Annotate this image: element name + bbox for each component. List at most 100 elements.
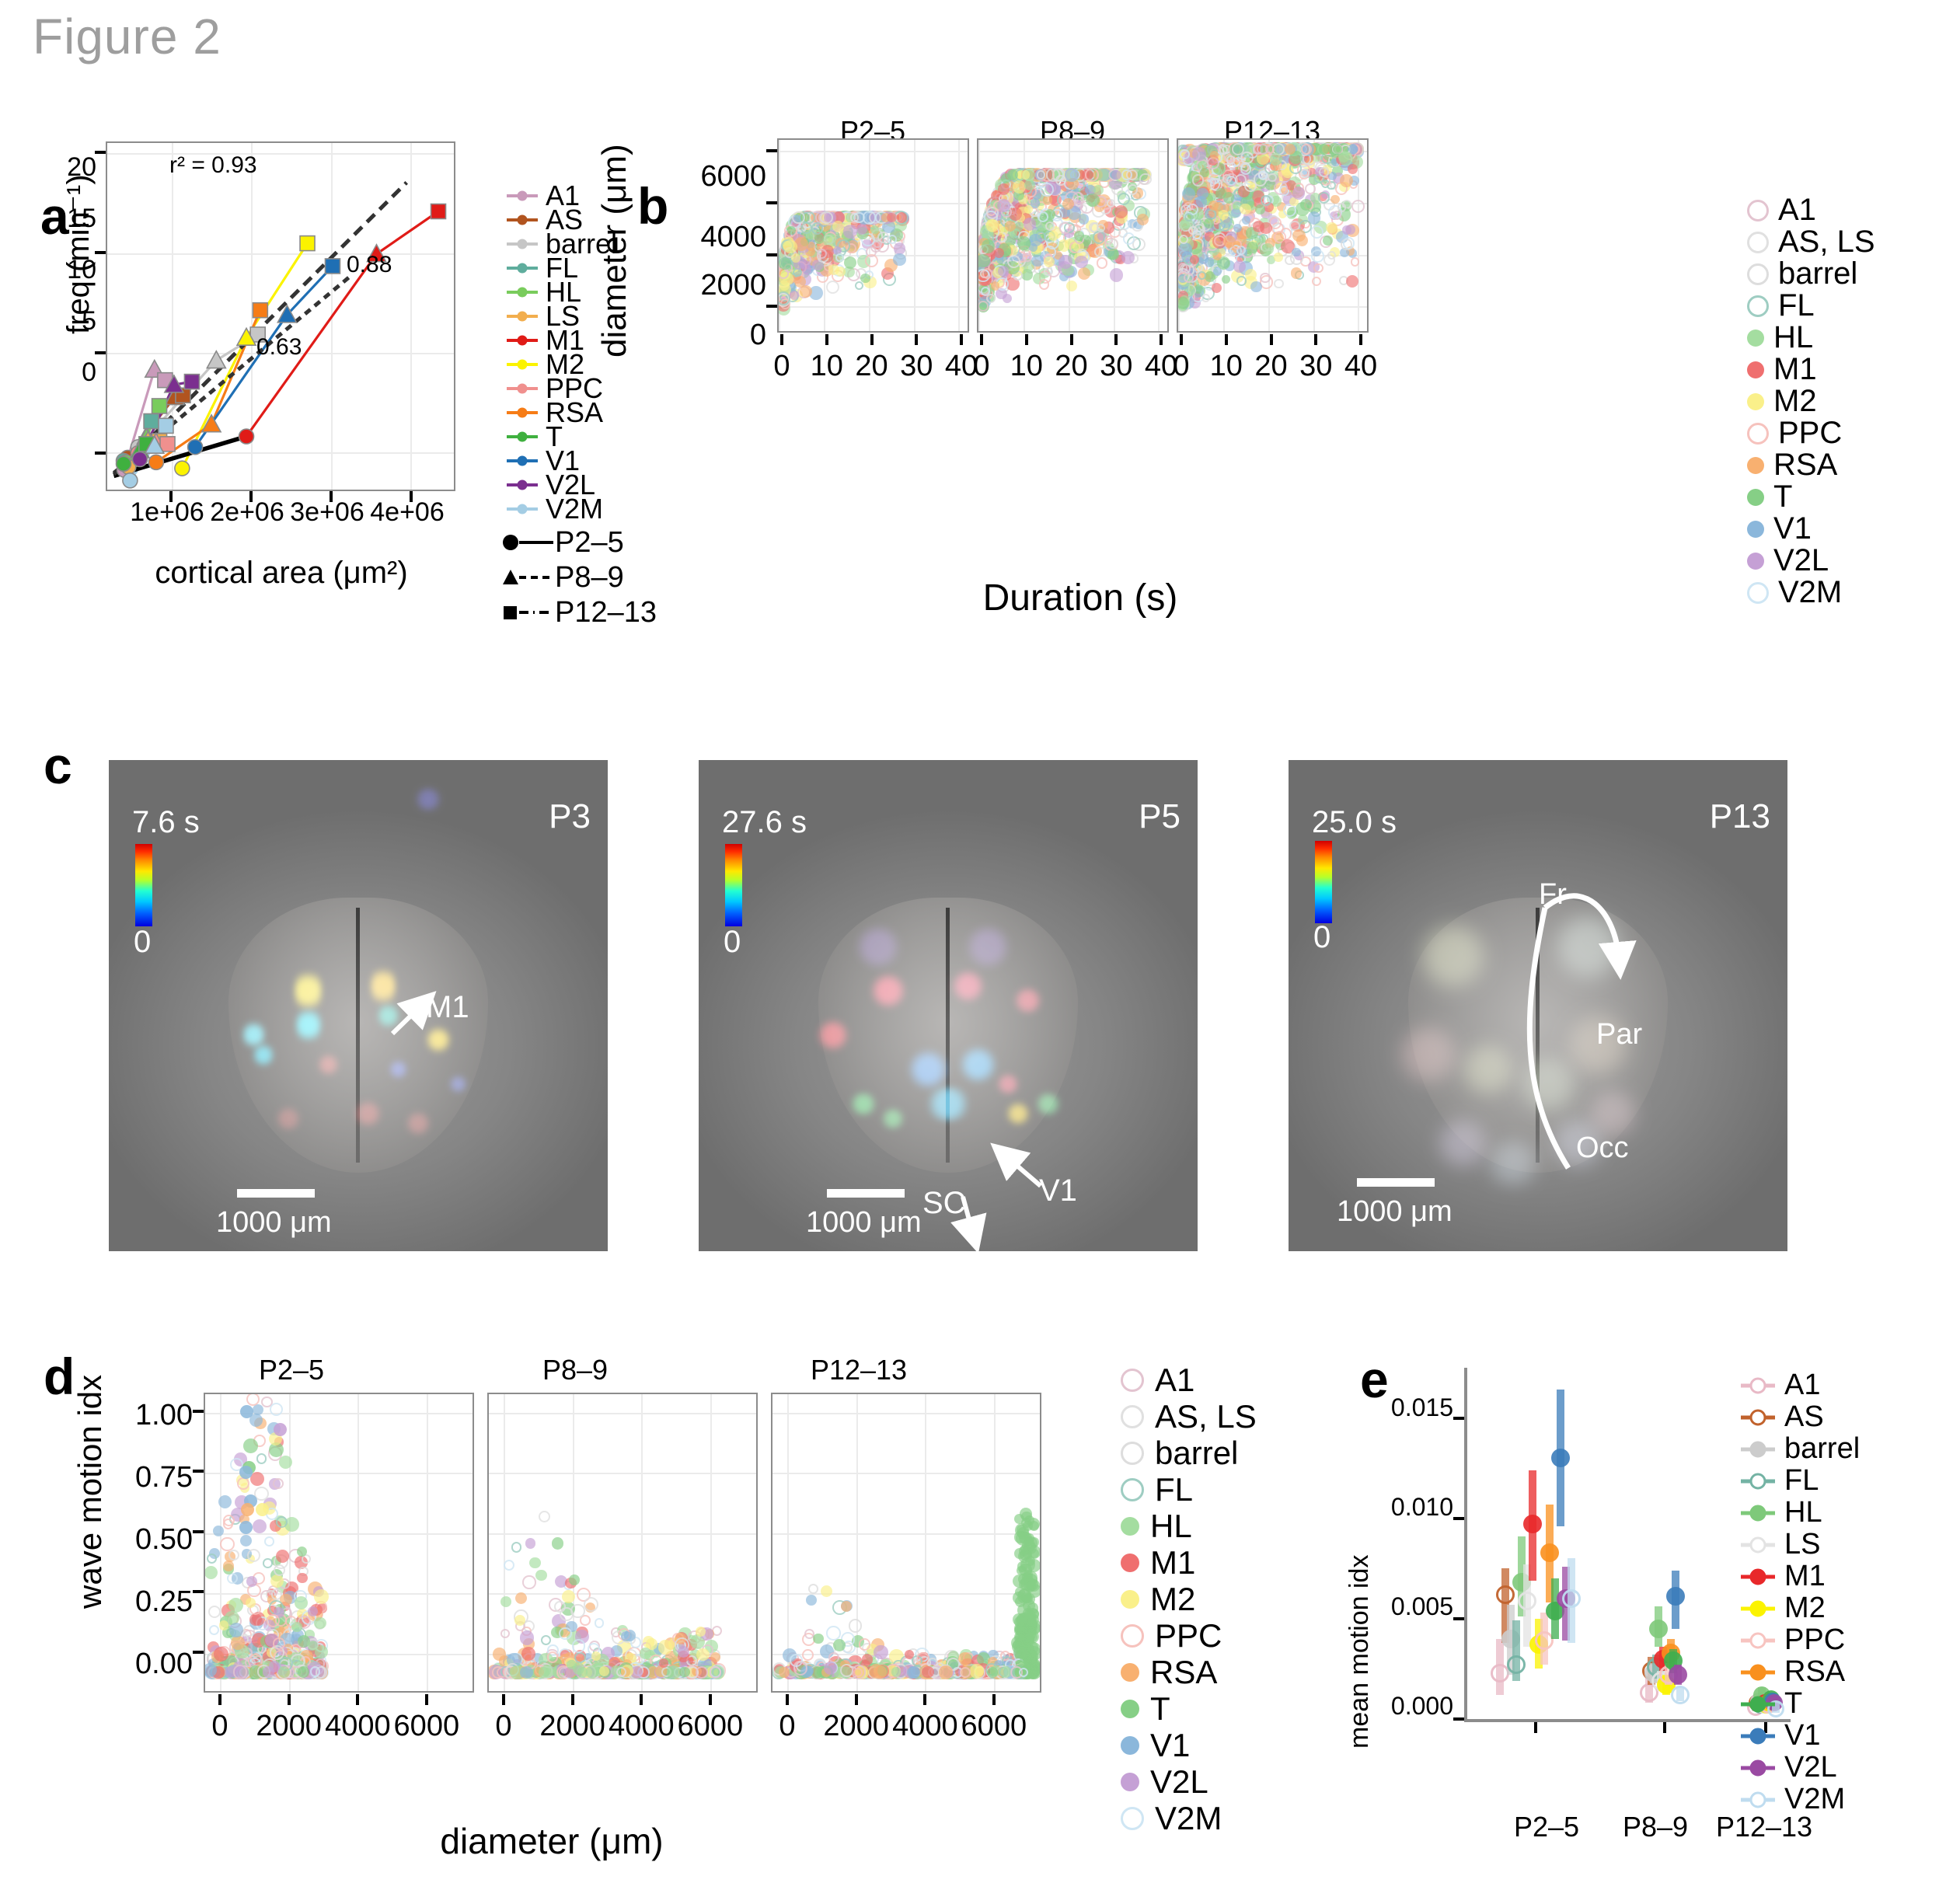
panel-a-legend-item-hl[interactable]: HL <box>505 276 617 308</box>
marker-p8-9[interactable] <box>277 304 298 323</box>
panel-b-legend-item-m1[interactable]: M1 <box>1747 352 1875 386</box>
panel-a-shape-legend-triangle[interactable]: P8–9 <box>502 560 657 595</box>
data-point <box>1219 145 1229 155</box>
marker-p12-13[interactable] <box>151 398 168 414</box>
marker-p12-13[interactable] <box>430 203 447 220</box>
legend-label: PPC <box>546 371 604 404</box>
marker-p12-13[interactable] <box>299 235 316 252</box>
panel-a-legend-item-rsa[interactable]: RSA <box>505 396 617 428</box>
legend-swatch-icon <box>507 383 538 393</box>
panel-a-color-legend[interactable]: A1 AS barrel FL HL LS M1 M2 PPC <box>505 180 617 525</box>
data-point <box>865 253 879 268</box>
gridline-v <box>426 1394 428 1691</box>
panel-d-ytick-000: 0.00 <box>135 1648 193 1680</box>
panel-a-ytick-20: 20 <box>67 152 96 182</box>
panel-a-x-axis-title: cortical area (μm²) <box>155 556 408 590</box>
panel-a-legend-item-v2l[interactable]: V2L <box>505 469 617 500</box>
panel-a-legend-item-fl[interactable]: FL <box>505 252 617 284</box>
panel-b-legend-item-v2l[interactable]: V2L <box>1747 543 1875 577</box>
marker-p12-13[interactable] <box>143 413 159 430</box>
panel-a-legend-item-v1[interactable]: V1 <box>505 445 617 476</box>
marker-p12-13[interactable] <box>252 302 269 319</box>
panel-a-legend-item-a1[interactable]: A1 <box>505 180 617 211</box>
legend-label: AS, LS <box>1778 225 1875 259</box>
marker-p8-9[interactable] <box>205 350 227 369</box>
panel-b-xtick-label: 40 <box>1344 350 1378 382</box>
panel-a-shape-legend[interactable]: P2–5 P8–9 P12–13 <box>502 525 657 630</box>
legend-label: P12–13 <box>555 596 657 629</box>
legend-label: AS <box>546 203 584 235</box>
marker-p8-9[interactable] <box>163 374 185 393</box>
marker-p2-5[interactable] <box>187 438 204 455</box>
marker-p8-9[interactable] <box>201 413 222 433</box>
panel-b-facet-p8-9[interactable] <box>977 138 1169 333</box>
data-point <box>1274 253 1283 262</box>
data-point <box>860 273 870 284</box>
data-point <box>1247 242 1258 253</box>
marker-p2-5[interactable] <box>122 473 138 489</box>
panel-a-legend-item-barrel[interactable]: barrel <box>505 228 617 260</box>
panel-a-legend-item-m2[interactable]: M2 <box>505 348 617 380</box>
panel-b-legend-item-v1[interactable]: V1 <box>1747 511 1875 546</box>
marker-p8-9[interactable] <box>366 243 387 263</box>
data-point <box>998 183 1010 195</box>
marker-p12-13[interactable] <box>159 436 176 452</box>
marker-p2-5[interactable] <box>131 451 148 468</box>
panel-a-shape-legend-square[interactable]: P12–13 <box>502 595 657 630</box>
panel-a-legend-item-ppc[interactable]: PPC <box>505 372 617 404</box>
legend-label: V2L <box>546 468 596 500</box>
marker-p12-13[interactable] <box>158 417 174 434</box>
data-point <box>854 281 864 291</box>
panel-b-facet-p2-5[interactable] <box>777 138 969 333</box>
panel-b-x-tickmark <box>1160 334 1163 345</box>
panel-b-legend-item-ppc[interactable]: PPC <box>1747 416 1875 450</box>
panel-letter-a: a <box>40 187 69 245</box>
panel-a-shape-legend-circle[interactable]: P2–5 <box>502 525 657 560</box>
marker-p12-13[interactable] <box>324 258 341 274</box>
panel-b-legend-item-hl[interactable]: HL <box>1747 320 1875 354</box>
marker-p2-5[interactable] <box>238 428 255 445</box>
data-point <box>1096 256 1108 269</box>
marker-p8-9[interactable] <box>144 434 166 454</box>
data-point <box>1323 235 1334 246</box>
panel-b-legend-item-fl[interactable]: FL <box>1747 288 1875 323</box>
marker-p2-5[interactable] <box>148 454 165 471</box>
brain-image-p3[interactable]: 7.6 s 0 P3 1000 μm M1 <box>109 760 608 1251</box>
marker-p12-13[interactable] <box>183 373 201 390</box>
gridline-v <box>251 143 253 490</box>
marker-p2-5[interactable] <box>115 455 132 473</box>
data-point <box>1203 218 1214 228</box>
panel-b-legend-item-rsa[interactable]: RSA <box>1747 448 1875 482</box>
panel-b-legend-item-a1[interactable]: A1 <box>1747 193 1875 227</box>
panel-b-legend-item-barrel[interactable]: barrel <box>1747 256 1875 291</box>
annotation-label-fr: Fr <box>1539 878 1567 911</box>
panel-a-legend-item-v2m[interactable]: V2M <box>505 493 617 525</box>
marker-p2-5[interactable] <box>174 460 190 476</box>
panel-a-legend-item-m1[interactable]: M1 <box>505 324 617 356</box>
panel-d-facet-p2-5[interactable] <box>204 1393 474 1693</box>
data-point <box>1285 255 1295 266</box>
gridline-h <box>978 306 1167 309</box>
panel-b-legend[interactable]: A1 AS, LS barrel FL HL M1 M2 PPC RSA T V1 V2L V2M <box>1747 193 1875 609</box>
brain-image-p5[interactable]: 27.6 s 0 P5 1000 μm V1 SC <box>699 760 1198 1251</box>
panel-a-legend-item-ls[interactable]: LS <box>505 300 617 332</box>
legend-shape-icon <box>503 569 553 584</box>
brain-image-p13[interactable]: 25.0 s 0 P13 1000 μm Fr Par Occ <box>1289 760 1787 1251</box>
panel-b-facet-p12-13[interactable] <box>1177 138 1369 333</box>
panel-a-annot-063-text: 0.63 <box>256 334 302 360</box>
marker-p8-9[interactable] <box>235 326 257 347</box>
data-point <box>1065 168 1079 182</box>
panel-a-legend-item-as[interactable]: AS <box>505 204 617 235</box>
panel-b-legend-item-t[interactable]: T <box>1747 479 1875 514</box>
data-point <box>1222 275 1231 284</box>
panel-b-legend-item-asls[interactable]: AS, LS <box>1747 225 1875 259</box>
panel-b-legend-item-m2[interactable]: M2 <box>1747 384 1875 418</box>
panel-a-legend-item-t[interactable]: T <box>505 420 617 452</box>
panel-c-letter-text: c <box>44 737 72 794</box>
panel-b-legend-item-v2m[interactable]: V2M <box>1747 575 1875 609</box>
data-point <box>1024 179 1036 191</box>
data-point <box>1262 243 1275 256</box>
legend-label: RSA <box>546 396 604 428</box>
data-point <box>1326 221 1337 234</box>
legend-shape-icon <box>504 605 553 619</box>
